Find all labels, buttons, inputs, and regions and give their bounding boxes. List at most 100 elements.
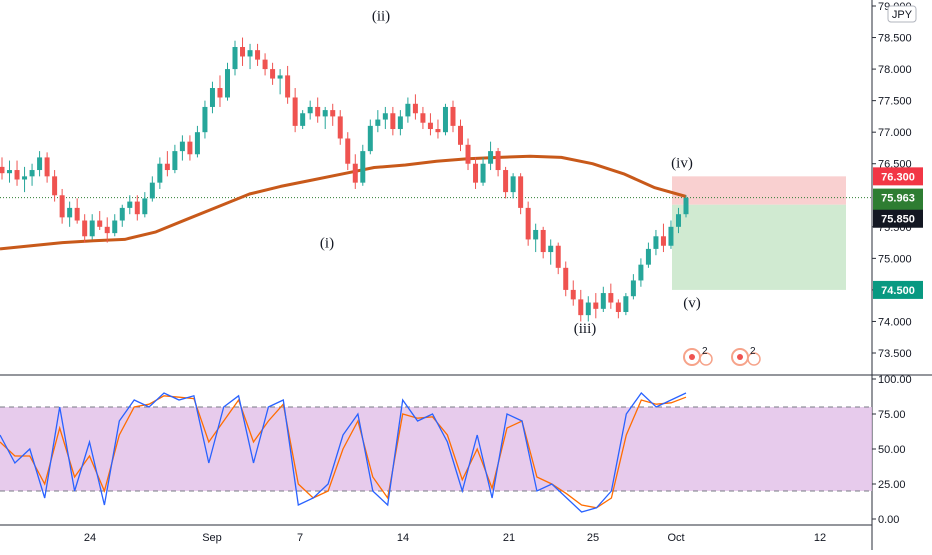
candle [82, 214, 88, 243]
candle [405, 97, 411, 123]
candle [52, 170, 58, 202]
candle-body [593, 302, 599, 309]
candle [277, 69, 283, 95]
event-badge-count: 2 [750, 346, 756, 357]
wave-label: (i) [320, 236, 334, 252]
candle-body [480, 163, 486, 183]
candle [322, 106, 328, 130]
candle-body [382, 113, 388, 120]
candle-body [74, 207, 80, 221]
candle [412, 94, 418, 120]
current-price-tag[interactable]: 75.963 [873, 188, 923, 207]
candle [0, 157, 5, 180]
target-price-tag-text: 74.500 [881, 285, 915, 297]
candle-body [67, 207, 73, 218]
candle [194, 125, 200, 158]
candle [533, 223, 539, 253]
candle [360, 144, 366, 186]
candle [187, 135, 193, 161]
candle-body [157, 163, 163, 183]
candle-body [555, 245, 561, 268]
time-tick-label: Oct [667, 532, 684, 544]
wave-label: (iv) [671, 155, 693, 171]
candle [307, 100, 313, 120]
candle [495, 147, 501, 177]
candle [157, 157, 163, 189]
candle-body [164, 163, 170, 171]
event-badge-dot [689, 354, 695, 360]
wave-label: (iii) [574, 321, 597, 337]
candle [224, 62, 230, 101]
event-badge-dot [737, 354, 743, 360]
candle [465, 138, 471, 171]
currency-badge[interactable]: JPY [887, 5, 917, 23]
candle-body [247, 50, 253, 57]
candle-body [262, 59, 268, 70]
candle-body [37, 157, 43, 171]
candle-body [503, 170, 509, 193]
candle [262, 53, 268, 76]
target-price-tag[interactable]: 74.500 [873, 280, 923, 299]
candle-body [14, 170, 20, 180]
event-badge[interactable]: 2 [683, 346, 713, 366]
take-profit-zone[interactable] [672, 204, 846, 290]
candle [555, 242, 561, 275]
candle-body [202, 106, 208, 133]
candle-body [668, 226, 674, 246]
candle-body [533, 229, 539, 240]
event-badge[interactable]: 2 [731, 346, 761, 366]
candle [247, 43, 253, 70]
stop-loss-zone[interactable] [672, 176, 846, 205]
candle [548, 239, 554, 265]
candle [593, 293, 599, 319]
candle [510, 173, 516, 199]
candle [104, 217, 110, 243]
candle [450, 100, 456, 133]
candle-body [412, 103, 418, 114]
event-badge-icon [747, 352, 761, 366]
candle [563, 261, 569, 297]
candle-body [495, 151, 501, 171]
candle-body [315, 106, 321, 117]
price-tick-label: 78.500 [878, 33, 912, 45]
candle-body [97, 220, 103, 227]
stop-price-tag[interactable]: 76.300 [873, 167, 923, 186]
candle [503, 166, 509, 199]
candle-body [142, 198, 148, 215]
candle [7, 160, 13, 183]
candle [518, 173, 524, 215]
candle [217, 75, 223, 107]
candle [292, 88, 298, 133]
candle-body [615, 302, 621, 312]
candle-body [217, 88, 223, 98]
candle-body [322, 110, 328, 117]
candle-body [360, 151, 366, 183]
candle [337, 110, 343, 145]
candle-body [240, 47, 246, 57]
candle-body [127, 201, 133, 208]
entry-price-tag[interactable]: 75.850 [873, 209, 923, 228]
candle-body [270, 69, 276, 79]
candle [74, 198, 80, 224]
candle-body [420, 113, 426, 123]
candle [540, 226, 546, 259]
candle [480, 157, 486, 186]
price-tick-label: 73.500 [878, 348, 912, 360]
candle [645, 242, 651, 268]
candle-body [194, 132, 200, 155]
wave-label: (v) [683, 296, 701, 312]
candle-body [255, 50, 261, 60]
candle [585, 296, 591, 322]
candle-body [224, 69, 230, 98]
candle [638, 258, 644, 287]
candle-body [675, 214, 681, 227]
stop-price-tag-text: 76.300 [881, 171, 915, 183]
candle-body [307, 106, 313, 114]
candle [683, 195, 689, 218]
price-tick-label: 77.000 [878, 127, 912, 139]
candle-body [645, 248, 651, 265]
time-tick-label: 7 [297, 532, 303, 544]
candle-body [510, 176, 516, 193]
candle-body [22, 176, 28, 180]
